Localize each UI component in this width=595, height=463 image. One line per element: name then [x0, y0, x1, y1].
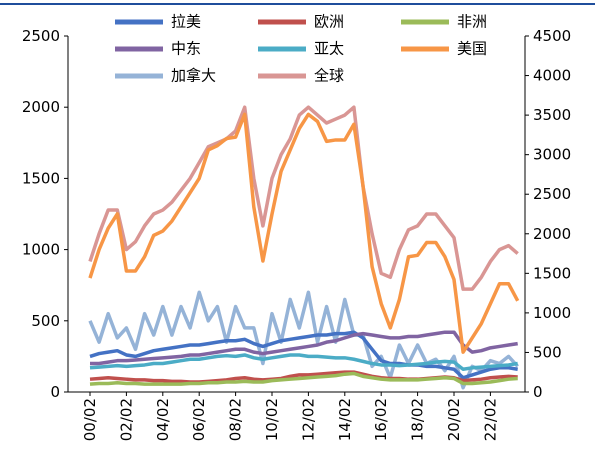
y2-tick-label: 2000	[533, 225, 571, 243]
y2-tick-label: 500	[533, 343, 562, 361]
y-tick-label: 2500	[22, 27, 60, 45]
x-tick-label: 22/02	[481, 398, 499, 441]
y-tick-label: 500	[31, 312, 60, 330]
x-tick-label: 02/02	[117, 398, 135, 441]
y2-tick-label: 3000	[533, 146, 571, 164]
x-tick-label: 16/02	[372, 398, 390, 441]
y2-tick-label: 0	[533, 383, 543, 401]
y-tick-label: 2000	[22, 98, 60, 116]
series-line	[89, 330, 518, 380]
y2-tick-label: 3500	[533, 106, 571, 124]
legend-label: 欧洲	[314, 13, 344, 31]
series-line	[90, 330, 518, 366]
legend-label: 亚太	[314, 40, 344, 58]
y-tick-label: 0	[50, 383, 60, 401]
x-tick-label: 08/02	[227, 398, 245, 441]
x-tick-label: 06/02	[190, 398, 208, 441]
x-tick-label: 00/02	[81, 398, 99, 441]
x-tick-label: 14/02	[336, 398, 354, 441]
y2-tick-label: 1000	[533, 304, 571, 322]
x-tick-label: 04/02	[154, 398, 172, 441]
legend-label: 非洲	[457, 13, 487, 31]
series-line	[89, 353, 518, 371]
legend-label: 拉美	[171, 13, 201, 31]
y2-tick-label: 4500	[533, 27, 571, 45]
y2-tick-label: 1500	[533, 264, 571, 282]
legend-label: 中东	[171, 40, 201, 58]
x-tick-label: 12/02	[299, 398, 317, 441]
series-line	[88, 112, 520, 354]
y2-tick-label: 4000	[533, 67, 571, 85]
x-tick-label: 20/02	[445, 398, 463, 441]
y2-tick-label: 2500	[533, 185, 571, 203]
series-line	[88, 105, 519, 291]
x-tick-label: 10/02	[263, 398, 281, 441]
legend-label: 全球	[314, 67, 344, 85]
y-tick-label: 1500	[22, 169, 60, 187]
y-tick-label: 1000	[22, 241, 60, 259]
legend-label: 美国	[457, 40, 487, 58]
legend-label: 加拿大	[171, 67, 216, 85]
series-line	[89, 371, 518, 386]
x-tick-label: 18/02	[409, 398, 427, 441]
